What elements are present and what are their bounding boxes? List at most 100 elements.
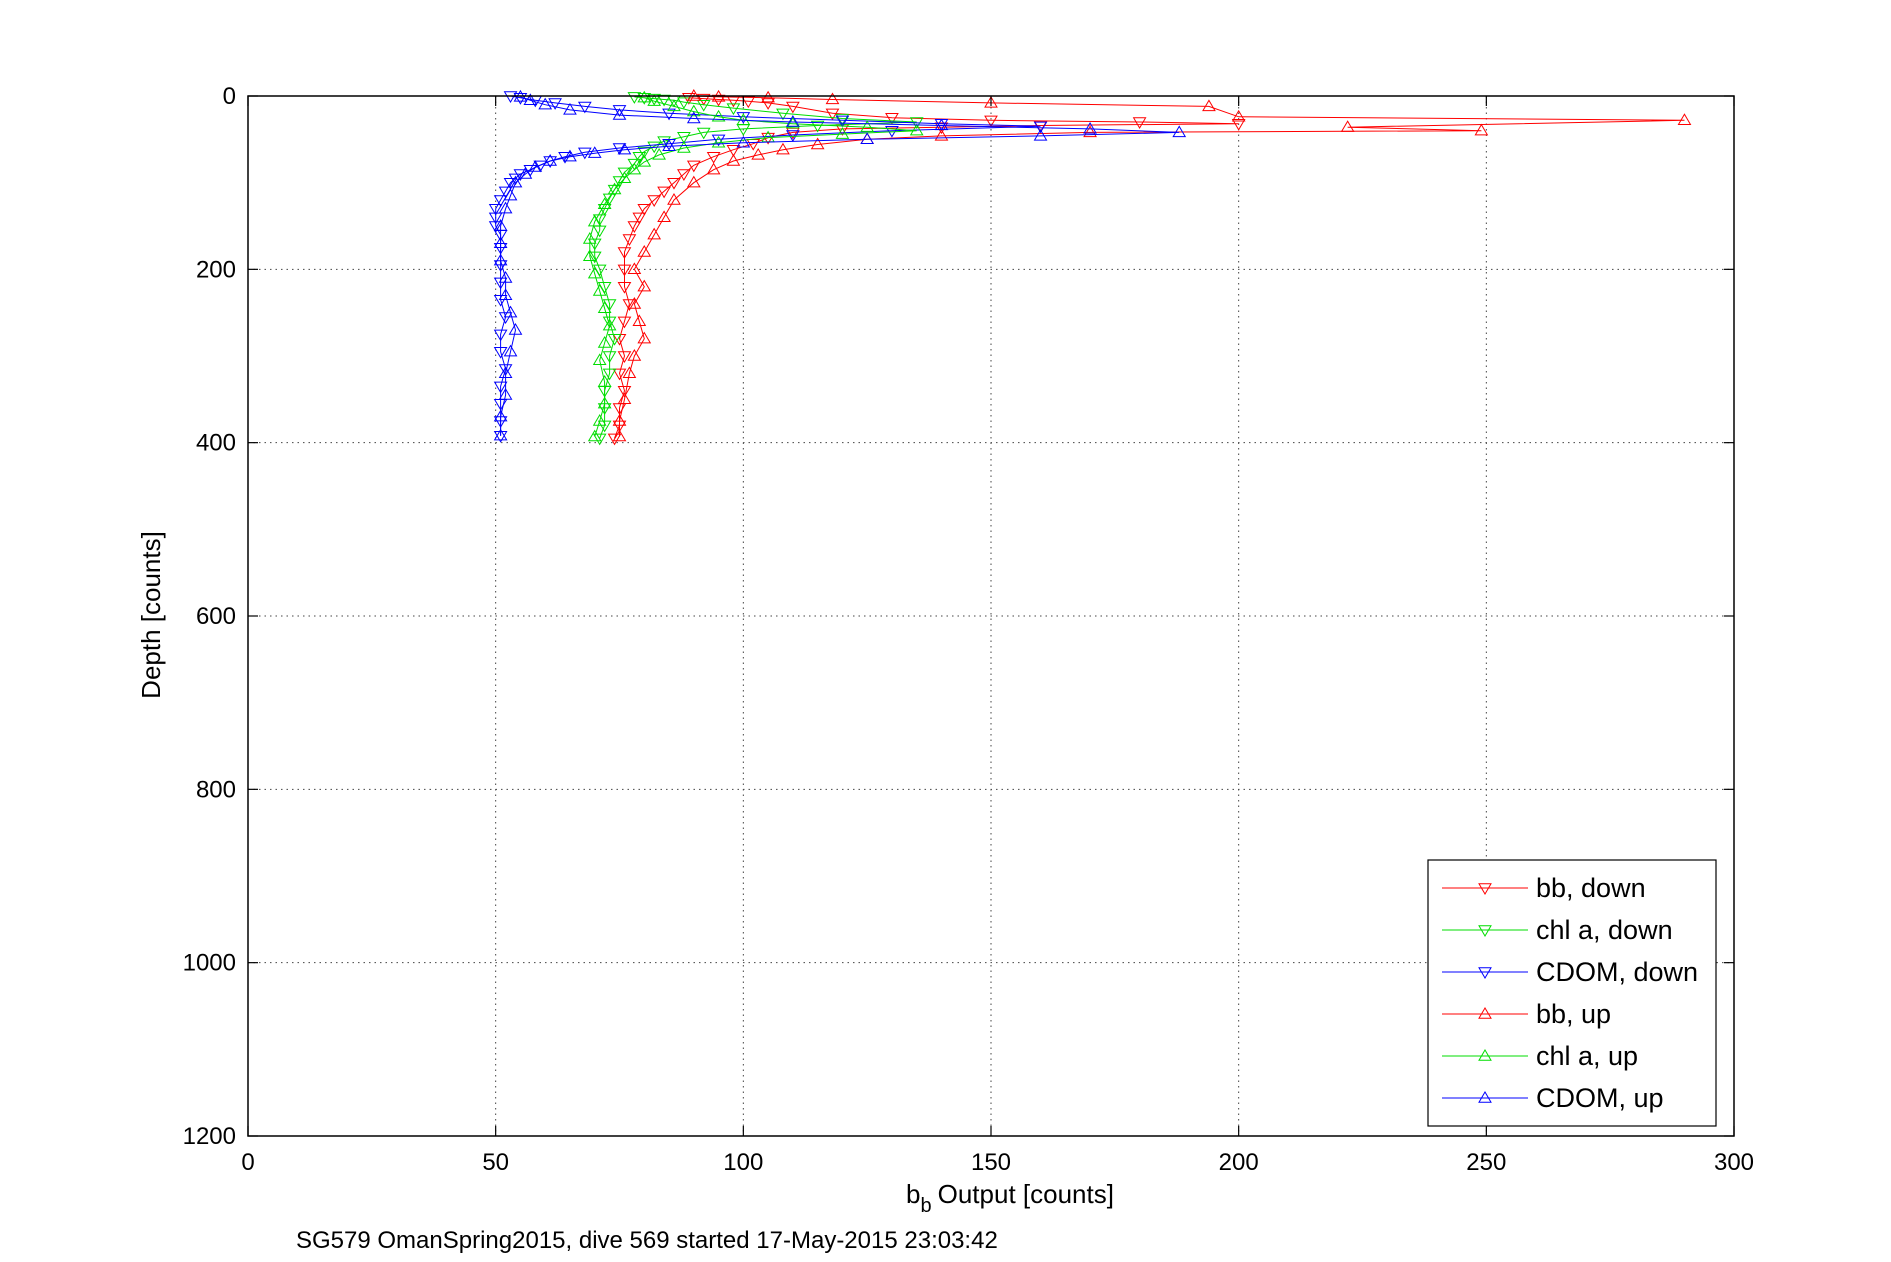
data-point: [657, 186, 671, 199]
legend-marker: [1478, 967, 1492, 979]
grid: [248, 96, 1734, 1136]
series-5: [493, 89, 1187, 441]
data-point: [518, 167, 533, 179]
data-point: [612, 108, 627, 120]
legend-item: chl a, up: [1442, 1041, 1638, 1071]
data-point: [493, 253, 508, 266]
x-axis-label: bb Output [counts]: [906, 1179, 1114, 1217]
data-point: [1340, 120, 1355, 132]
data-point: [736, 135, 751, 148]
data-point: [934, 118, 949, 131]
data-point: [488, 212, 503, 225]
data-point: [776, 108, 790, 121]
legend-label: bb, down: [1536, 873, 1646, 903]
data-point: [617, 167, 632, 180]
data-point: [667, 177, 681, 190]
data-point: [776, 142, 790, 155]
x-axis-label-text: Output [counts]: [938, 1179, 1114, 1209]
data-point: [825, 92, 840, 105]
data-point: [785, 101, 800, 114]
y-tick-label: 0: [223, 83, 236, 110]
data-point: [493, 329, 508, 342]
data-point: [637, 154, 652, 167]
data-point: [548, 98, 562, 110]
y-tick-label: 600: [196, 603, 236, 630]
data-point: [677, 141, 691, 153]
data-point: [885, 112, 899, 125]
data-point: [612, 105, 627, 117]
data-point: [1202, 99, 1216, 112]
data-point: [761, 98, 775, 110]
data-point: [607, 333, 622, 346]
data-point: [617, 142, 632, 155]
legend-item: CDOM, up: [1442, 1083, 1664, 1113]
data-point: [612, 429, 627, 442]
legend-label: CDOM, up: [1536, 1083, 1664, 1113]
data-point: [607, 182, 622, 195]
legend-marker: [1478, 1049, 1492, 1061]
data-point: [592, 353, 607, 366]
data-point: [607, 184, 622, 197]
data-point: [677, 169, 691, 181]
data-point: [711, 134, 726, 147]
data-point: [647, 195, 662, 207]
data-point: [686, 175, 701, 188]
legend-box: [1427, 859, 1717, 1127]
data-point: [726, 103, 741, 116]
data-point: [1083, 125, 1097, 138]
data-point: [488, 203, 503, 216]
data-point: [785, 115, 800, 127]
data-point: [761, 132, 775, 145]
data-point: [984, 95, 998, 108]
data-point: [508, 175, 523, 188]
x-tick-label: 300: [1714, 1149, 1754, 1176]
data-point: [587, 238, 602, 251]
caption: SG579 OmanSpring2015, dive 569 started 1…: [296, 1227, 998, 1254]
series-3: [612, 89, 1692, 442]
data-point: [612, 414, 627, 426]
data-point: [597, 375, 612, 387]
y-axis-label: Depth [counts]: [136, 531, 166, 699]
legend-marker: [1478, 1007, 1492, 1019]
data-point: [617, 264, 632, 277]
data-point: [577, 101, 592, 114]
data-point: [835, 115, 850, 128]
data-point: [617, 247, 632, 259]
data-point: [617, 392, 632, 405]
data-point: [493, 277, 508, 290]
data-point: [1474, 123, 1489, 136]
data-point: [597, 197, 612, 210]
data-point: [612, 368, 627, 381]
data-point: [751, 147, 766, 160]
data-point: [498, 364, 513, 376]
legend-marker: [1478, 1091, 1492, 1103]
data-point: [706, 151, 721, 164]
data-point: [1172, 125, 1187, 138]
axis-ticks: 0 50 100 150 200 250 300 0 200 400 600 800 1000 1200: [183, 83, 1754, 1176]
data-point: [597, 396, 612, 409]
data-point: [622, 234, 637, 246]
data-point: [627, 221, 642, 233]
data-point: [582, 232, 597, 244]
data-point: [647, 227, 662, 240]
data-point: [667, 99, 681, 112]
y-tick-label: 200: [196, 256, 236, 283]
data-point: [602, 318, 617, 331]
series-line: [614, 97, 1239, 439]
data-point: [513, 93, 528, 105]
series-line: [500, 96, 1180, 436]
data-point: [637, 90, 652, 103]
data-point: [667, 193, 681, 205]
data-point: [498, 388, 513, 400]
data-point: [627, 349, 642, 361]
data-point: [493, 381, 508, 394]
data-point: [1231, 109, 1246, 122]
data-point: [686, 160, 701, 173]
data-point: [835, 127, 850, 139]
data-point: [587, 266, 602, 279]
x-axis-label-subscript: b: [921, 1195, 932, 1217]
data-point: [711, 109, 726, 122]
x-axis-label-symbol: b: [906, 1179, 920, 1209]
data-point: [503, 305, 518, 318]
data-point: [934, 128, 949, 141]
